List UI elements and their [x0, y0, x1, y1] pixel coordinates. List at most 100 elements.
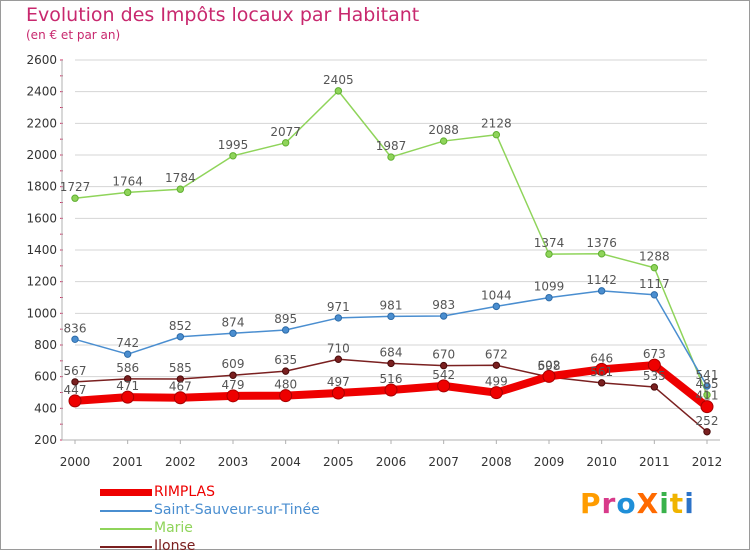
y-tick-label: 1600 — [26, 211, 57, 225]
data-label-saint-sauveur-sur-tin-e: 1044 — [481, 288, 512, 302]
y-tick-label: 1800 — [26, 180, 57, 194]
point-marie — [281, 139, 290, 147]
x-tick-label: 2003 — [218, 455, 249, 469]
data-label-saint-sauveur-sur-tin-e: 852 — [169, 319, 192, 333]
logo-letter: X — [636, 487, 660, 520]
data-label-marie: 1376 — [586, 236, 617, 250]
point-saint-sauveur-sur-tin-e — [334, 314, 343, 322]
data-label-ilonse: 609 — [222, 357, 245, 371]
point-rimplas — [68, 394, 82, 408]
chart-title: Evolution des Impôts locaux par Habitant — [26, 4, 420, 26]
point-saint-sauveur-sur-tin-e — [281, 326, 290, 334]
data-label-ilonse: 684 — [380, 345, 403, 359]
point-ilonse — [123, 375, 132, 383]
point-saint-sauveur-sur-tin-e — [703, 382, 711, 390]
y-tick-label: 1000 — [26, 306, 57, 320]
data-label-marie: 2128 — [481, 117, 512, 131]
data-label-rimplas: 602 — [538, 358, 561, 372]
point-marie — [545, 250, 553, 258]
point-marie — [176, 185, 185, 193]
x-tick-label: 2000 — [60, 455, 91, 469]
data-label-marie: 1727 — [60, 180, 91, 194]
data-label-marie: 1288 — [639, 250, 670, 264]
point-saint-sauveur-sur-tin-e — [545, 293, 553, 302]
y-tick-label: 2400 — [26, 85, 57, 99]
data-label-ilonse: 567 — [64, 364, 87, 378]
y-tick-label: 1200 — [26, 275, 57, 289]
point-marie — [439, 137, 448, 145]
y-tick-label: 800 — [34, 338, 57, 352]
legend-label: RIMPLAS — [154, 484, 215, 500]
point-marie — [703, 391, 711, 399]
data-label-ilonse: 672 — [485, 347, 508, 361]
y-tick-label: 400 — [34, 401, 57, 415]
legend-label: Marie — [154, 520, 193, 536]
data-label-marie: 1995 — [218, 138, 249, 152]
data-label-ilonse: 586 — [116, 361, 139, 375]
x-tick-label: 2008 — [481, 455, 512, 469]
point-rimplas — [489, 386, 503, 400]
data-label-rimplas: 646 — [590, 351, 613, 365]
data-label-ilonse: 535 — [643, 369, 666, 383]
legend-label: Ilonse — [154, 538, 196, 554]
point-saint-sauveur-sur-tin-e — [71, 335, 79, 343]
point-marie — [650, 264, 659, 272]
point-marie — [492, 131, 501, 139]
x-tick-label: 2005 — [323, 455, 354, 469]
data-label-saint-sauveur-sur-tin-e: 836 — [64, 321, 87, 335]
data-label-rimplas: 497 — [327, 375, 350, 389]
data-label-ilonse: 670 — [432, 348, 455, 362]
data-label-ilonse: 561 — [590, 365, 613, 379]
data-label-marie: 2077 — [270, 125, 301, 139]
point-rimplas — [595, 362, 609, 376]
point-saint-sauveur-sur-tin-e — [229, 329, 237, 337]
data-label-saint-sauveur-sur-tin-e: 874 — [222, 315, 245, 329]
point-ilonse — [71, 378, 79, 386]
point-ilonse — [492, 361, 501, 369]
data-label-rimplas: 447 — [64, 383, 87, 397]
point-rimplas — [279, 389, 293, 403]
data-label-marie: 2405 — [323, 73, 354, 87]
data-label-saint-sauveur-sur-tin-e: 983 — [432, 298, 455, 312]
x-tick-label: 2002 — [165, 455, 196, 469]
point-saint-sauveur-sur-tin-e — [650, 291, 659, 299]
legend-swatch — [100, 546, 152, 548]
x-tick-label: 2009 — [534, 455, 565, 469]
point-ilonse — [281, 367, 290, 375]
point-saint-sauveur-sur-tin-e — [176, 333, 185, 341]
data-label-saint-sauveur-sur-tin-e: 895 — [274, 312, 297, 326]
data-label-saint-sauveur-sur-tin-e: 971 — [327, 300, 350, 314]
data-label-rimplas: 673 — [643, 347, 666, 361]
data-label-rimplas: 499 — [485, 375, 508, 389]
data-label-saint-sauveur-sur-tin-e: 981 — [380, 298, 403, 312]
data-label-ilonse: 635 — [274, 353, 297, 367]
point-ilonse — [703, 428, 711, 436]
point-rimplas — [331, 386, 345, 400]
legend-swatch — [100, 528, 152, 530]
point-rimplas — [173, 391, 187, 405]
logo-letter: t — [669, 487, 685, 520]
y-tick-label: 2000 — [26, 148, 57, 162]
data-label-saint-sauveur-sur-tin-e: 541 — [696, 368, 719, 382]
data-label-marie: 1784 — [165, 171, 196, 185]
data-label-rimplas: 467 — [169, 380, 192, 394]
point-rimplas — [437, 379, 451, 393]
data-label-saint-sauveur-sur-tin-e: 742 — [116, 336, 139, 350]
y-tick-label: 1400 — [26, 243, 57, 257]
logo-letter: r — [601, 487, 617, 520]
point-rimplas — [226, 389, 240, 403]
point-rimplas — [542, 369, 556, 383]
point-ilonse — [439, 361, 448, 370]
x-tick-label: 2004 — [270, 455, 301, 469]
point-marie — [387, 153, 395, 161]
point-marie — [229, 152, 237, 160]
point-ilonse — [387, 359, 395, 368]
x-tick-label: 2006 — [376, 455, 407, 469]
x-tick-label: 2010 — [586, 455, 617, 469]
x-tick-label: 2012 — [692, 455, 723, 469]
data-label-marie: 2088 — [428, 123, 459, 137]
data-label-marie: 1987 — [376, 139, 407, 153]
legend-swatch — [100, 489, 152, 496]
data-label-ilonse: 710 — [327, 341, 350, 355]
